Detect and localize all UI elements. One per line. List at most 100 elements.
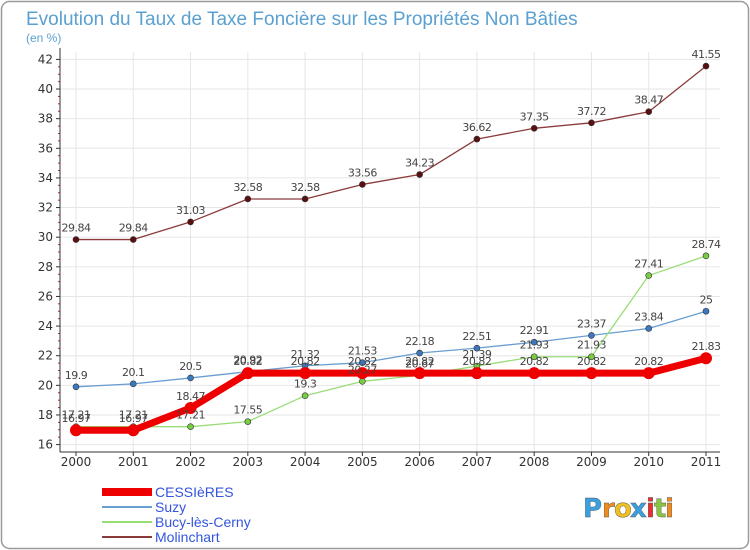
data-point xyxy=(244,195,252,203)
data-label: 18.47 xyxy=(176,390,205,403)
data-point xyxy=(299,367,312,380)
data-label: 38.47 xyxy=(634,94,663,107)
data-label: 33.56 xyxy=(348,166,377,179)
y-tick-label: 26 xyxy=(38,289,53,303)
data-point xyxy=(530,338,538,346)
data-point xyxy=(473,344,481,352)
data-label: 21.93 xyxy=(577,339,606,352)
data-point xyxy=(72,236,80,243)
data-point xyxy=(129,236,137,243)
data-label: 17.21 xyxy=(62,409,91,422)
series-line xyxy=(72,354,710,434)
x-tick-label: 2009 xyxy=(576,455,607,469)
brand-letter: i xyxy=(665,494,674,524)
data-point xyxy=(359,359,366,366)
axes: 16 18 20 22 24 26 28 30 32 34 36 38 40 42 2000 2001 2002… xyxy=(38,48,721,469)
data-label: 34.23 xyxy=(405,157,434,170)
data-point xyxy=(301,195,309,203)
y-tick-label: 18 xyxy=(38,408,53,422)
data-label: 21.93 xyxy=(520,339,549,352)
data-point xyxy=(187,218,194,226)
data-label: 19.3 xyxy=(294,378,317,391)
data-point xyxy=(72,383,80,391)
data-label: 21.32 xyxy=(291,348,320,361)
data-label: 20.5 xyxy=(179,360,202,373)
y-tick-label: 42 xyxy=(38,52,53,66)
data-label: 20.82 xyxy=(291,355,320,368)
data-point xyxy=(585,367,598,380)
data-point xyxy=(416,349,423,357)
y-tick-label: 30 xyxy=(38,230,53,244)
data-label: 16.97 xyxy=(119,412,148,425)
data-point xyxy=(702,307,710,315)
data-label: 25 xyxy=(700,293,713,306)
data-label: 28.74 xyxy=(692,238,721,251)
brand-letter: r xyxy=(602,494,615,524)
data-labels: 29.84 29.84 31.03 32.58 32.58 33.56 34.23 36.62… xyxy=(62,48,722,425)
data-label: 20.1 xyxy=(122,366,145,379)
data-label: 29.84 xyxy=(119,222,148,235)
series-line xyxy=(75,255,707,428)
series-line xyxy=(75,65,707,241)
data-point xyxy=(700,352,712,365)
data-label: 31.03 xyxy=(176,204,205,217)
data-point xyxy=(413,367,426,380)
data-point xyxy=(70,424,82,437)
legend-label: Molinchart xyxy=(155,529,220,545)
grid xyxy=(60,52,720,452)
brand-letter: x xyxy=(630,494,647,524)
data-point xyxy=(356,367,369,380)
x-tick-label: 2008 xyxy=(519,455,550,469)
unit-label: (en %) xyxy=(26,31,61,45)
y-tick-label: 38 xyxy=(38,112,53,126)
data-point xyxy=(702,62,710,70)
data-point xyxy=(187,374,194,382)
data-label: 37.35 xyxy=(520,110,549,123)
data-point xyxy=(642,367,655,380)
data-point xyxy=(187,423,194,430)
data-label: 20.67 xyxy=(405,357,434,370)
data-point xyxy=(244,418,252,425)
y-tick-label: 40 xyxy=(38,82,53,96)
y-tick-label: 28 xyxy=(38,260,53,274)
data-label: 20.82 xyxy=(462,355,491,368)
data-label: 20.82 xyxy=(405,355,434,368)
data-point xyxy=(588,119,595,127)
data-point xyxy=(528,367,541,380)
data-label: 16.97 xyxy=(62,412,91,425)
y-tick-label: 24 xyxy=(38,319,53,333)
data-label: 22.91 xyxy=(520,324,549,337)
legend-label: Suzy xyxy=(155,499,186,515)
brand-letter: i xyxy=(646,494,655,524)
data-label: 36.62 xyxy=(462,121,491,134)
data-point xyxy=(645,325,653,332)
brand-letter: o xyxy=(614,494,632,524)
x-tick-label: 2004 xyxy=(290,455,321,469)
data-label: 22.18 xyxy=(405,335,434,348)
data-label: 20.82 xyxy=(634,355,663,368)
data-label: 23.84 xyxy=(634,310,663,323)
x-tick-label: 2001 xyxy=(118,455,149,469)
data-label: 20.82 xyxy=(520,355,549,368)
series-lines xyxy=(70,62,712,437)
brand-letter: P xyxy=(583,494,602,524)
x-tick-label: 2002 xyxy=(175,455,206,469)
x-tick-label: 2000 xyxy=(61,455,92,469)
x-tick-label: 2010 xyxy=(633,455,664,469)
y-tick-label: 20 xyxy=(38,378,53,392)
data-label: 23.37 xyxy=(577,317,606,330)
x-tick-label: 2005 xyxy=(347,455,378,469)
data-label: 37.72 xyxy=(577,105,606,118)
data-label: 21.53 xyxy=(348,345,377,358)
chart-title: Evolution du Taux de Taxe Foncière sur l… xyxy=(26,9,578,30)
data-label: 17.21 xyxy=(176,409,205,422)
data-label: 32.58 xyxy=(233,181,262,194)
legend-label: Bucy-lès-Cerny xyxy=(155,514,251,530)
data-point xyxy=(530,353,538,361)
data-point xyxy=(588,332,595,339)
data-label: 20.27 xyxy=(348,363,377,376)
data-label: 21.39 xyxy=(462,348,491,361)
